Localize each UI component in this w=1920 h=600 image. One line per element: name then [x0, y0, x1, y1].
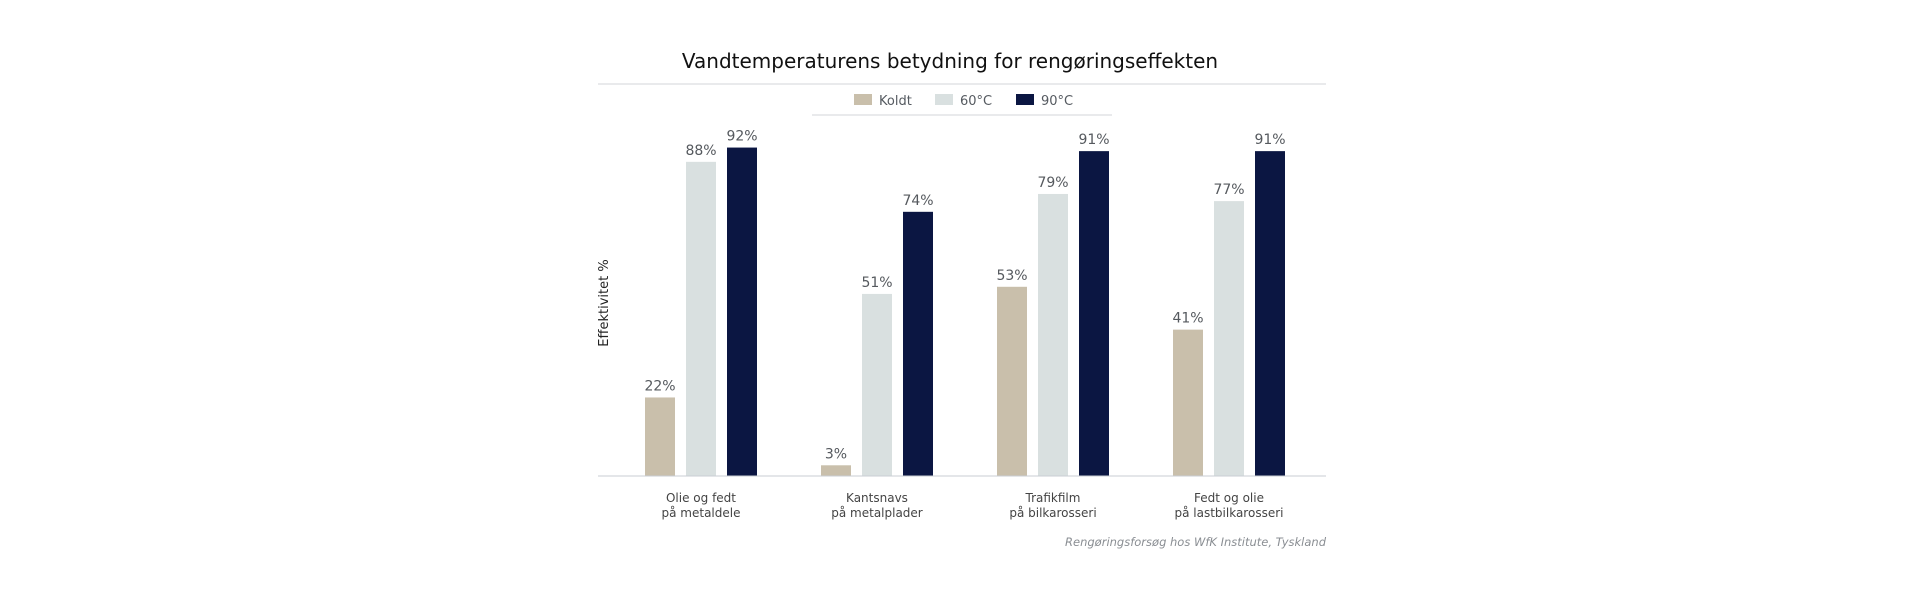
- value-label-3-2: 91%: [1254, 132, 1285, 148]
- legend-swatch-2: [1016, 94, 1034, 105]
- bar-1-0: [821, 465, 851, 476]
- chart-title: Vandtemperaturens betydning for rengørin…: [682, 49, 1218, 73]
- bar-2-1: [1038, 193, 1068, 476]
- bars-group: [645, 147, 1285, 477]
- value-label-1-2: 74%: [902, 193, 933, 209]
- bar-1-2: [903, 211, 933, 476]
- y-axis-label: Effektivitet %: [597, 259, 612, 346]
- value-label-3-1: 77%: [1213, 182, 1244, 198]
- bar-0-2: [727, 147, 757, 476]
- legend-swatch-0: [854, 94, 872, 105]
- bar-2-0: [997, 286, 1027, 476]
- bar-3-0: [1173, 329, 1203, 476]
- value-label-2-1: 79%: [1037, 175, 1068, 191]
- category-label-2: Trafikfilm på bilkarosseri: [1009, 491, 1096, 520]
- value-label-0-2: 92%: [726, 129, 757, 145]
- category-label-3: Fedt og olie på lastbilkarosseri: [1175, 491, 1284, 520]
- category-label-0: Olie og fedt på metaldele: [662, 491, 741, 520]
- value-label-0-1: 88%: [685, 143, 716, 159]
- value-label-2-2: 91%: [1078, 132, 1109, 148]
- legend: Koldt 60°C 90°C: [854, 94, 1073, 109]
- bar-2-2: [1079, 151, 1109, 476]
- category-labels-group: Olie og fedt på metaldele Kantsnavs på meta…: [662, 491, 1284, 520]
- value-label-0-0: 22%: [644, 378, 675, 394]
- value-label-3-0: 41%: [1172, 311, 1203, 327]
- legend-swatch-1: [935, 94, 953, 105]
- value-label-1-1: 51%: [861, 275, 892, 291]
- legend-label-1: 60°C: [960, 94, 992, 109]
- value-label-1-0: 3%: [825, 446, 847, 462]
- bar-1-1: [862, 293, 892, 476]
- category-label-1: Kantsnavs på metalplader: [831, 491, 923, 520]
- bar-3-2: [1255, 151, 1285, 476]
- legend-label-2: 90°C: [1041, 94, 1073, 109]
- bar-3-1: [1214, 201, 1244, 477]
- legend-label-0: Koldt: [879, 94, 912, 109]
- value-labels-group: 22% 88% 92% 3% 51% 74% 53% 79% 91% 41% 77% 91%: [644, 129, 1285, 463]
- bar-0-1: [686, 161, 716, 476]
- source-note: Rengøringsforsøg hos WfK Institute, Tysk…: [1065, 535, 1327, 549]
- bar-0-0: [645, 397, 675, 476]
- value-label-2-0: 53%: [996, 268, 1027, 284]
